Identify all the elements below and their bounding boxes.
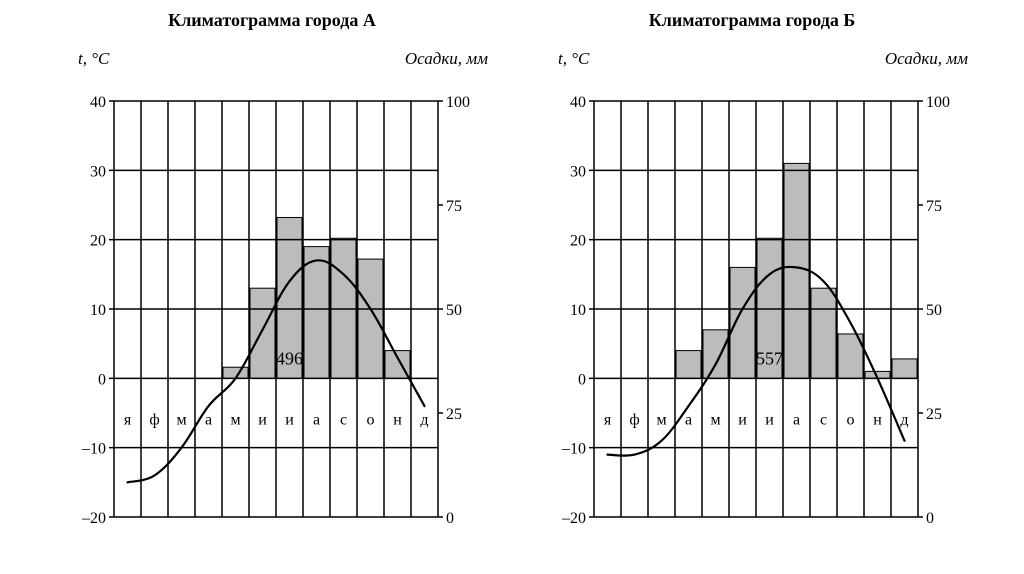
temp-tick-label: 10	[570, 302, 586, 319]
month-label: а	[205, 411, 212, 428]
temp-tick-label: –10	[81, 441, 106, 458]
month-label: с	[340, 411, 347, 428]
precip-tick-label: 100	[446, 94, 470, 111]
temp-tick-label: 20	[90, 233, 106, 250]
annual-precip-annotation: 496	[276, 348, 303, 368]
panel-title: Климатограмма города Б	[649, 10, 856, 31]
climatogram-svg: 403020100–10–201007550250яфмамииасонд557	[532, 71, 972, 541]
precip-bar	[730, 267, 755, 378]
axis-labels-row: t, °C Осадки, мм	[532, 49, 972, 69]
month-label: с	[820, 411, 827, 428]
temp-tick-label: 0	[98, 371, 106, 388]
precip-bar	[811, 288, 836, 378]
temp-tick-label: 40	[570, 94, 586, 111]
temp-tick-label: –20	[561, 510, 586, 527]
precip-bar	[892, 359, 917, 378]
chart-wrap: 403020100–10–201007550250яфмамииасонд496	[52, 71, 492, 541]
temp-axis-label: t, °C	[532, 49, 589, 69]
grid	[594, 101, 918, 517]
precip-tick-label: 0	[926, 510, 934, 527]
month-label: а	[685, 411, 692, 428]
precip-tick-label: 50	[446, 302, 462, 319]
climatogram-svg: 403020100–10–201007550250яфмамииасонд496	[52, 71, 492, 541]
precip-tick-label: 25	[446, 406, 462, 423]
temp-tick-label: –10	[561, 441, 586, 458]
month-label: ф	[629, 411, 639, 428]
month-label: н	[393, 411, 402, 428]
precip-bar	[784, 163, 809, 378]
axis-labels-row: t, °C Осадки, мм	[52, 49, 492, 69]
month-label: и	[738, 411, 747, 428]
temp-tick-label: 30	[570, 163, 586, 180]
precip-bar	[676, 351, 701, 379]
precip-tick-label: 100	[926, 94, 950, 111]
month-label: м	[176, 411, 186, 428]
temp-tick-label: 30	[90, 163, 106, 180]
temp-tick-label: –20	[81, 510, 106, 527]
month-label: д	[900, 411, 908, 428]
month-label: и	[765, 411, 774, 428]
grid	[114, 101, 438, 517]
month-label: я	[604, 411, 612, 428]
climatogram-panel-cityA: Климатограмма города А t, °C Осадки, мм 40 3…	[52, 10, 492, 541]
temp-tick-label: 20	[570, 233, 586, 250]
temp-tick-label: 0	[578, 371, 586, 388]
annual-precip-annotation: 557	[756, 348, 783, 368]
precip-bar	[304, 247, 329, 379]
precip-axis-label: Осадки, мм	[405, 49, 492, 69]
month-label: а	[313, 411, 320, 428]
month-label: м	[230, 411, 240, 428]
precip-tick-label: 50	[926, 302, 942, 319]
chart-wrap: 403020100–10–201007550250яфмамииасонд557	[532, 71, 972, 541]
precip-bar	[250, 288, 275, 378]
precip-bar	[703, 330, 728, 379]
month-label: я	[124, 411, 132, 428]
month-label: о	[367, 411, 375, 428]
month-label: м	[710, 411, 720, 428]
panel-title: Климатограмма города А	[168, 10, 376, 31]
precip-tick-label: 75	[926, 198, 942, 215]
month-label: о	[847, 411, 855, 428]
precip-tick-label: 0	[446, 510, 454, 527]
temp-axis-label: t, °C	[52, 49, 109, 69]
temp-tick-label: 40	[90, 94, 106, 111]
precip-tick-label: 75	[446, 198, 462, 215]
precip-tick-label: 25	[926, 406, 942, 423]
precip-axis-label: Осадки, мм	[885, 49, 972, 69]
month-label: и	[258, 411, 267, 428]
month-label: и	[285, 411, 294, 428]
month-label: д	[420, 411, 428, 428]
climatogram-panel-cityB: Климатограмма города Б t, °C Осадки, мм 40 3…	[532, 10, 972, 541]
month-label: ф	[149, 411, 159, 428]
month-label: н	[873, 411, 882, 428]
month-label: м	[656, 411, 666, 428]
temp-tick-label: 10	[90, 302, 106, 319]
precip-bar	[358, 259, 383, 378]
month-label: а	[793, 411, 800, 428]
